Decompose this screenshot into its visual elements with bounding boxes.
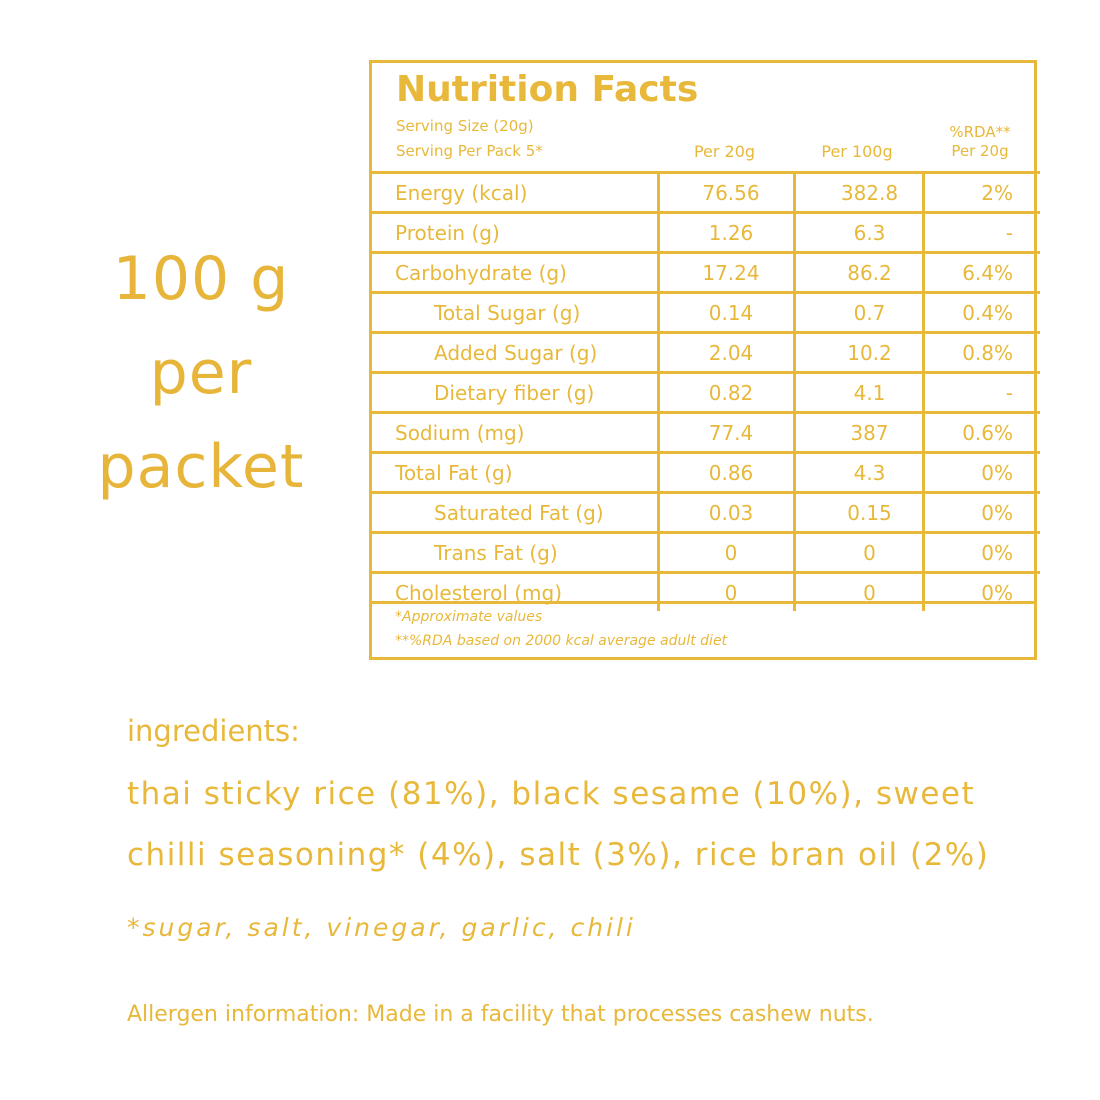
nutrition-row: Energy (kcal) 76.56 382.8 2%	[372, 171, 1040, 213]
nutrient-name: Added Sugar (g)	[372, 331, 658, 373]
nutrient-name: Sodium (mg)	[372, 411, 658, 453]
value-rda: 2%	[921, 171, 1040, 213]
nutrition-footnotes: *Approximate values **%RDA based on 2000…	[372, 601, 1034, 657]
value-per-20g: 0.86	[656, 451, 794, 493]
rda-header-line-1: %RDA**	[949, 123, 1011, 141]
value-rda: 0.8%	[921, 331, 1040, 373]
nutrition-row: Dietary fiber (g) 0.82 4.1-	[372, 371, 1040, 413]
ingredients-line-1: thai sticky rice (81%), black sesame (10…	[127, 776, 976, 812]
value-per-20g: 77.4	[656, 411, 794, 453]
nutrient-name: Saturated Fat (g)	[372, 491, 658, 533]
nutrition-row: Added Sugar (g) 2.04 10.2 0.8%	[372, 331, 1040, 373]
pack-size-line-3: packet	[97, 432, 305, 502]
seasoning-note: *sugar, salt, vinegar, garlic, chili	[127, 913, 636, 942]
value-rda: 0.4%	[921, 291, 1040, 333]
value-per-100g: 382.8	[792, 171, 923, 213]
value-per-20g: 17.24	[656, 251, 794, 293]
nutrient-name: Total Fat (g)	[372, 451, 658, 493]
nutrient-name: Energy (kcal)	[372, 171, 658, 213]
nutrient-name: Total Sugar (g)	[372, 291, 658, 333]
value-rda: 0%	[921, 451, 1040, 493]
nutrition-row: Trans Fat (g) 0 0 0%	[372, 531, 1040, 573]
value-per-20g: 0	[656, 531, 794, 573]
allergen-information: Allergen information: Made in a facility…	[127, 1002, 874, 1027]
value-per-100g: 0.7	[792, 291, 923, 333]
nutrition-row: Carbohydrate (g) 17.24 86.2 6.4%	[372, 251, 1040, 293]
column-header-per-100g: Per 100g	[821, 142, 893, 161]
nutrition-row: Saturated Fat (g) 0.03 0.15 0%	[372, 491, 1040, 533]
value-per-100g: 86.2	[792, 251, 923, 293]
value-per-20g: 1.26	[656, 211, 794, 253]
nutrition-row: Cholesterol (mg) 0 0 0%	[372, 571, 1040, 611]
footnote-rda: **%RDA based on 2000 kcal average adult …	[395, 633, 728, 649]
pack-size-line-2: per	[149, 338, 253, 408]
value-rda: 0%	[921, 491, 1040, 533]
value-rda: 0%	[921, 571, 1040, 611]
value-rda: -	[921, 211, 1040, 253]
serving-per-pack: Serving Per Pack 5*	[396, 142, 543, 160]
nutrition-row: Protein (g) 1.26 6.3-	[372, 211, 1040, 253]
value-per-20g: 0	[656, 571, 794, 611]
column-header-rda: %RDA** Per 20g	[923, 123, 1037, 161]
nutrition-row: Sodium (mg) 77.4 387 0.6%	[372, 411, 1040, 453]
pack-size-line-1: 100 g	[112, 244, 290, 314]
value-per-100g: 387	[792, 411, 923, 453]
value-per-20g: 76.56	[656, 171, 794, 213]
value-per-100g: 10.2	[792, 331, 923, 373]
value-rda: 6.4%	[921, 251, 1040, 293]
value-rda: 0%	[921, 531, 1040, 573]
column-header-per-20g: Per 20g	[693, 142, 756, 161]
serving-size: Serving Size (20g)	[396, 117, 534, 135]
nutrition-table-body: Energy (kcal) 76.56 382.8 2% Protein (g) 1.26…	[372, 171, 1040, 611]
rda-header-line-2: Per 20g	[951, 142, 1009, 160]
value-rda: 0.6%	[921, 411, 1040, 453]
value-per-20g: 2.04	[656, 331, 794, 373]
nutrition-table: Energy (kcal) 76.56 382.8 2% Protein (g) 1.26…	[372, 171, 1040, 611]
ingredients-label: ingredients:	[127, 714, 300, 748]
nutrition-row: Total Fat (g) 0.86 4.3 0%	[372, 451, 1040, 493]
value-per-100g: 6.3	[792, 211, 923, 253]
pack-size-label: 100 g per packet	[60, 232, 342, 514]
nutrition-facts-panel: Nutrition Facts Serving Size (20g) Servi…	[369, 60, 1040, 660]
value-per-100g: 0	[792, 531, 923, 573]
nutrient-name: Carbohydrate (g)	[372, 251, 658, 293]
footnote-approximate: *Approximate values	[395, 609, 543, 625]
value-per-20g: 0.03	[656, 491, 794, 533]
nutrition-title: Nutrition Facts	[396, 69, 699, 110]
value-per-20g: 0.14	[656, 291, 794, 333]
nutrition-row: Total Sugar (g) 0.14 0.7 0.4%	[372, 291, 1040, 333]
value-per-100g: 4.3	[792, 451, 923, 493]
value-per-100g: 0	[792, 571, 923, 611]
value-per-100g: 4.1	[792, 371, 923, 413]
nutrient-name: Dietary fiber (g)	[372, 371, 658, 413]
value-per-100g: 0.15	[792, 491, 923, 533]
ingredients-line-2: chilli seasoning* (4%), salt (3%), rice …	[127, 837, 990, 873]
nutrient-name: Protein (g)	[372, 211, 658, 253]
value-per-20g: 0.82	[656, 371, 794, 413]
value-rda: -	[921, 371, 1040, 413]
nutrition-header: Nutrition Facts Serving Size (20g) Servi…	[372, 63, 1034, 171]
nutrient-name: Trans Fat (g)	[372, 531, 658, 573]
nutrient-name: Cholesterol (mg)	[372, 571, 658, 611]
